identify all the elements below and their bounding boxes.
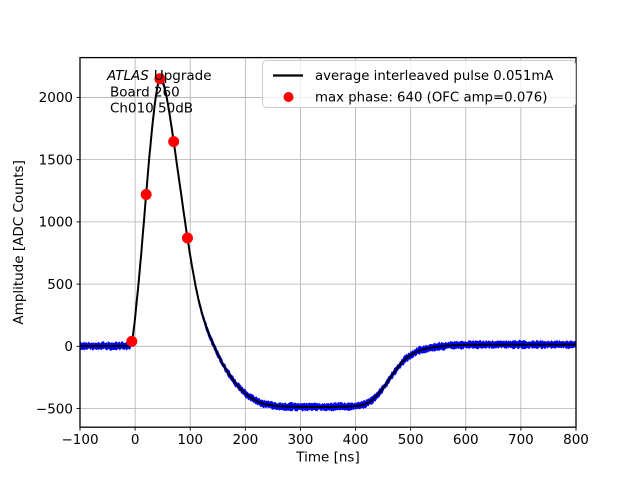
x-tick-label: 500 <box>398 432 424 448</box>
legend-entry-average: average interleaved pulse 0.051mA <box>315 69 553 84</box>
x-tick-label: 0 <box>131 432 140 448</box>
x-tick-label: 600 <box>453 432 479 448</box>
legend-dot-swatch <box>283 92 294 102</box>
annotation-line2: Board 260 <box>110 84 180 100</box>
max-phase-dot <box>154 73 166 85</box>
max-phase-dot <box>126 335 138 347</box>
tick-marks <box>76 96 577 431</box>
x-tick-label: 800 <box>563 432 589 448</box>
legend-frame <box>262 60 576 108</box>
x-axis-label: Time [ns] <box>295 450 359 466</box>
y-tick-label: 500 <box>47 277 73 293</box>
legend-entry-maxphase: max phase: 640 (OFC amp=0.076) <box>315 91 547 106</box>
pulse-curve <box>79 73 577 412</box>
max-phase-dot <box>140 188 152 200</box>
y-tick-labels: −500 0 500 1000 1500 2000 <box>36 90 73 417</box>
y-tick-label: 1000 <box>39 215 73 231</box>
max-phase-dot <box>181 232 193 244</box>
annotation-line3: Ch010 50dB <box>110 101 193 117</box>
max-phase-samples <box>126 73 193 347</box>
x-tick-label: 400 <box>343 432 369 448</box>
x-tick-label: 200 <box>232 432 258 448</box>
axes-frame <box>79 56 577 428</box>
y-axis-label: Amplitude [ADC Counts] <box>11 160 27 324</box>
x-tick-label: 100 <box>177 432 203 448</box>
x-tick-label: −100 <box>61 432 98 448</box>
y-tick-label: 2000 <box>39 90 73 106</box>
y-tick-label: 0 <box>64 339 73 355</box>
max-phase-dot <box>168 136 180 148</box>
x-tick-label: 300 <box>288 432 314 448</box>
x-tick-label: 700 <box>508 432 534 448</box>
annotation-block: ATLAS Upgrade Board 260 Ch010 50dB <box>106 68 212 117</box>
legend: average interleaved pulse 0.051mA max ph… <box>262 60 576 108</box>
y-tick-label: 1500 <box>39 152 73 168</box>
y-tick-label: −500 <box>36 401 73 417</box>
annotation-line1: ATLAS Upgrade <box>106 68 212 84</box>
x-tick-labels: −100 0 100 200 300 400 500 600 700 800 <box>61 432 588 448</box>
